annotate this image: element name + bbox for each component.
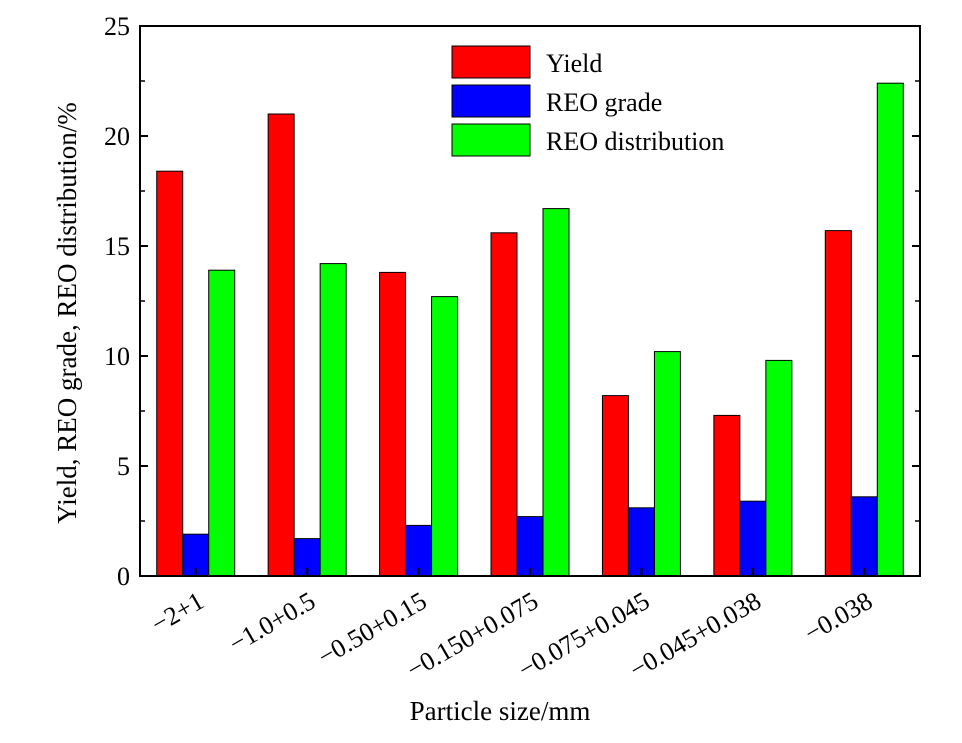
legend-swatch-reo-distribution (451, 123, 531, 157)
bar-reo-distribution-3 (542, 208, 570, 577)
bar-reo-distribution-0 (208, 269, 236, 577)
bar-reo-grade-3 (516, 516, 544, 577)
bars-layer (156, 82, 904, 577)
bar-reo-distribution-6 (876, 82, 904, 577)
x-axis-title: Particle size/mm (410, 696, 591, 726)
y-tick-label: 20 (104, 122, 130, 151)
x-tick-label: −0.038 (799, 586, 877, 648)
legend: Yield REO grade REO distribution (451, 45, 724, 157)
bar-reo-grade-6 (850, 496, 878, 577)
bar-reo-distribution-4 (653, 351, 681, 577)
bar-yield-2 (379, 271, 407, 577)
bar-yield-0 (156, 170, 184, 577)
legend-label-reo-distribution: REO distribution (546, 127, 724, 156)
x-tick-label: −1.0+0.5 (224, 586, 320, 658)
y-tick-label: 5 (117, 452, 130, 481)
bar-yield-1 (267, 113, 295, 577)
bar-reo-distribution-2 (431, 296, 459, 577)
legend-swatch-reo-grade (451, 84, 531, 118)
bar-reo-distribution-5 (765, 359, 793, 577)
bar-yield-5 (713, 414, 741, 577)
legend-label-reo-grade: REO grade (546, 88, 662, 117)
bar-reo-grade-5 (739, 500, 767, 577)
y-tick-label: 15 (104, 232, 130, 261)
legend-swatch-yield (451, 45, 531, 79)
y-axis-title: Yield, REO grade, REO distribution/% (52, 102, 82, 523)
bar-reo-grade-4 (627, 507, 655, 577)
y-tick-label: 0 (117, 562, 130, 591)
bar-reo-distribution-1 (319, 263, 347, 577)
legend-label-yield: Yield (546, 49, 602, 78)
bar-yield-3 (490, 232, 518, 577)
x-tick-label: −2+1 (146, 586, 208, 639)
bar-yield-6 (824, 230, 852, 577)
bar-yield-4 (601, 395, 629, 577)
y-tick-label: 25 (104, 12, 130, 41)
y-tick-label: 10 (104, 342, 130, 371)
